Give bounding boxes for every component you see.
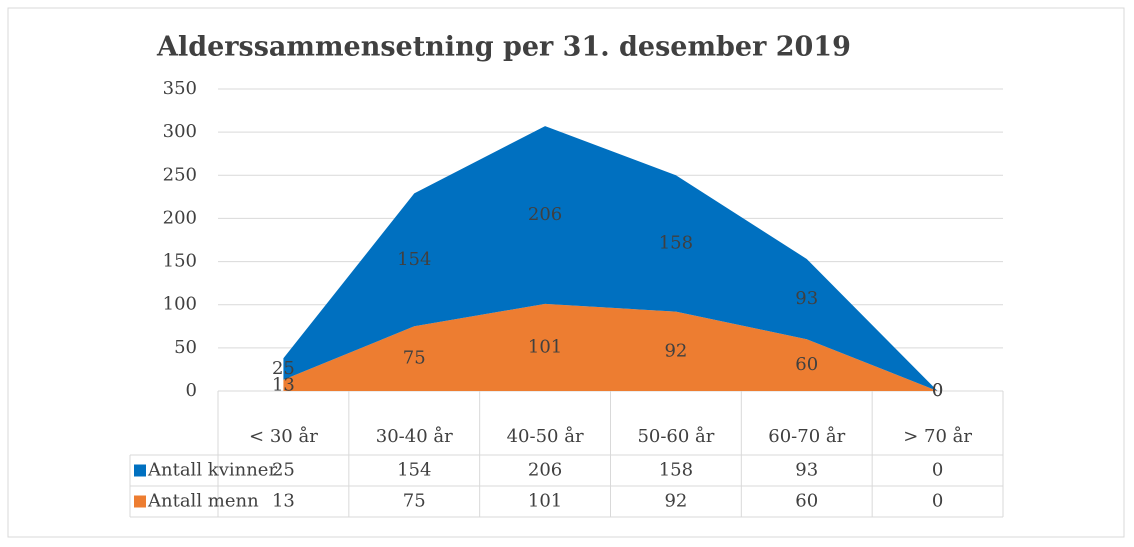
legend-swatch bbox=[134, 495, 146, 508]
y-tick-label: 350 bbox=[163, 78, 197, 99]
data-label: 206 bbox=[528, 204, 562, 225]
x-tick-label: < 30 år bbox=[249, 425, 318, 447]
table-cell: 93 bbox=[795, 460, 818, 481]
table-cell: 101 bbox=[528, 491, 562, 512]
y-tick-label: 50 bbox=[174, 337, 197, 358]
x-tick-label: > 70 år bbox=[903, 425, 972, 447]
y-tick-label: 150 bbox=[163, 251, 197, 272]
y-tick-label: 0 bbox=[186, 380, 197, 401]
data-label: 154 bbox=[397, 249, 431, 270]
data-label: 101 bbox=[528, 336, 562, 357]
table-cell: 158 bbox=[659, 460, 693, 481]
data-label: 0 bbox=[932, 380, 943, 401]
x-tick-label: 50-60 år bbox=[637, 425, 714, 447]
data-label: 60 bbox=[795, 354, 818, 375]
legend-label: Antall kvinner bbox=[147, 460, 277, 481]
table-cell: 60 bbox=[795, 491, 818, 512]
table-cell: 154 bbox=[397, 460, 431, 481]
y-tick-label: 300 bbox=[163, 121, 197, 142]
data-label: 158 bbox=[659, 232, 693, 253]
data-label: 93 bbox=[795, 288, 818, 309]
data-label: 75 bbox=[403, 348, 426, 369]
legend-label: Antall menn bbox=[147, 491, 259, 512]
data-label: 25 bbox=[272, 358, 295, 379]
data-label: 0 bbox=[932, 380, 943, 401]
table-cell: 13 bbox=[272, 491, 295, 512]
table-cell: 92 bbox=[664, 491, 687, 512]
x-tick-label: 40-50 år bbox=[507, 425, 584, 447]
table-cell: 75 bbox=[403, 491, 426, 512]
table-cell: 0 bbox=[932, 460, 943, 481]
table-cell: 0 bbox=[932, 491, 943, 512]
chart-title: Alderssammensetning per 31. desember 201… bbox=[156, 32, 851, 63]
area bbox=[283, 126, 938, 392]
area bbox=[283, 303, 938, 391]
x-tick-label: 60-70 år bbox=[768, 425, 845, 447]
table-cell: 206 bbox=[528, 460, 562, 481]
legend-swatch bbox=[134, 464, 146, 477]
y-tick-label: 200 bbox=[163, 207, 197, 228]
y-tick-label: 100 bbox=[163, 294, 197, 315]
data-label: 13 bbox=[272, 374, 295, 395]
data-label: 92 bbox=[664, 340, 687, 361]
y-tick-label: 250 bbox=[163, 164, 197, 185]
table-cell: 25 bbox=[272, 460, 295, 481]
x-tick-label: 30-40 år bbox=[376, 425, 453, 447]
